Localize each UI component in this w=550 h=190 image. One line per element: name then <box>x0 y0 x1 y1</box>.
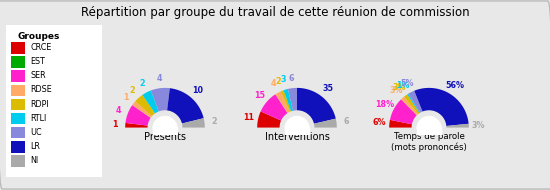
Text: 1: 1 <box>113 120 118 129</box>
Polygon shape <box>151 88 170 112</box>
Polygon shape <box>412 111 446 128</box>
Text: 11: 11 <box>243 113 254 122</box>
Polygon shape <box>257 111 282 128</box>
Text: Temps de parole
(mots prononcés): Temps de parole (mots prononcés) <box>391 132 467 153</box>
Polygon shape <box>280 90 292 112</box>
Polygon shape <box>288 88 297 111</box>
FancyBboxPatch shape <box>11 127 25 138</box>
Polygon shape <box>407 94 420 114</box>
Text: CRCE: CRCE <box>31 43 52 52</box>
Text: 2: 2 <box>139 79 145 88</box>
Text: 15: 15 <box>254 91 265 100</box>
Polygon shape <box>132 101 152 118</box>
Polygon shape <box>414 88 469 126</box>
Text: 6: 6 <box>344 117 349 127</box>
Polygon shape <box>142 90 159 114</box>
Text: 4: 4 <box>271 79 276 89</box>
Text: 18%: 18% <box>376 100 395 108</box>
Polygon shape <box>401 97 419 116</box>
FancyBboxPatch shape <box>11 85 25 96</box>
FancyBboxPatch shape <box>11 113 25 124</box>
Text: LR: LR <box>31 142 40 151</box>
Text: Présents: Présents <box>144 132 186 142</box>
Polygon shape <box>148 111 182 128</box>
Polygon shape <box>167 88 204 124</box>
Polygon shape <box>253 128 341 135</box>
Text: 56%: 56% <box>446 81 464 90</box>
Polygon shape <box>182 118 205 128</box>
Text: 2: 2 <box>212 117 217 126</box>
Polygon shape <box>135 95 156 117</box>
Text: Groupes: Groupes <box>17 32 59 41</box>
Polygon shape <box>280 111 314 128</box>
Polygon shape <box>285 127 309 135</box>
FancyBboxPatch shape <box>1 17 107 184</box>
Polygon shape <box>408 91 423 113</box>
Text: 4: 4 <box>156 74 162 83</box>
Text: Répartition par groupe du travail de cette réunion de commission: Répartition par groupe du travail de cet… <box>81 6 469 19</box>
Polygon shape <box>314 119 337 128</box>
FancyBboxPatch shape <box>11 155 25 167</box>
Polygon shape <box>417 116 441 128</box>
Text: UC: UC <box>31 128 42 137</box>
Polygon shape <box>417 127 441 135</box>
Text: 5%: 5% <box>400 79 414 88</box>
FancyBboxPatch shape <box>11 42 25 54</box>
FancyBboxPatch shape <box>11 70 25 82</box>
Polygon shape <box>153 127 177 135</box>
Text: RTLI: RTLI <box>31 114 47 123</box>
Text: 10: 10 <box>192 86 204 95</box>
Polygon shape <box>125 105 151 126</box>
Polygon shape <box>276 91 290 114</box>
Polygon shape <box>125 123 148 128</box>
FancyBboxPatch shape <box>11 99 25 110</box>
Text: RDSE: RDSE <box>31 86 52 94</box>
Polygon shape <box>285 116 309 128</box>
Polygon shape <box>404 94 420 115</box>
Text: RDPI: RDPI <box>31 100 49 108</box>
Text: 6: 6 <box>289 74 294 83</box>
Polygon shape <box>284 89 293 112</box>
Polygon shape <box>385 128 473 135</box>
Text: 3%: 3% <box>389 86 403 95</box>
Text: SER: SER <box>31 71 46 80</box>
FancyBboxPatch shape <box>11 56 25 68</box>
Polygon shape <box>261 94 288 121</box>
Text: 3: 3 <box>280 75 285 85</box>
Polygon shape <box>389 120 412 128</box>
FancyBboxPatch shape <box>11 141 25 153</box>
Text: 2: 2 <box>129 86 135 95</box>
Text: 1: 1 <box>123 93 129 101</box>
Polygon shape <box>153 116 177 128</box>
Polygon shape <box>390 99 417 124</box>
Polygon shape <box>446 124 469 128</box>
Text: 3%: 3% <box>472 121 486 130</box>
Text: EST: EST <box>31 57 46 66</box>
Text: 35: 35 <box>322 84 333 93</box>
Text: 6%: 6% <box>373 118 386 127</box>
Text: 1%: 1% <box>395 81 409 90</box>
Polygon shape <box>121 128 209 135</box>
Text: 3%: 3% <box>393 83 406 92</box>
Text: 2: 2 <box>276 77 281 86</box>
Text: Interventions: Interventions <box>265 132 329 142</box>
Text: NI: NI <box>31 156 38 165</box>
Polygon shape <box>297 88 336 124</box>
Text: 4: 4 <box>116 106 121 115</box>
